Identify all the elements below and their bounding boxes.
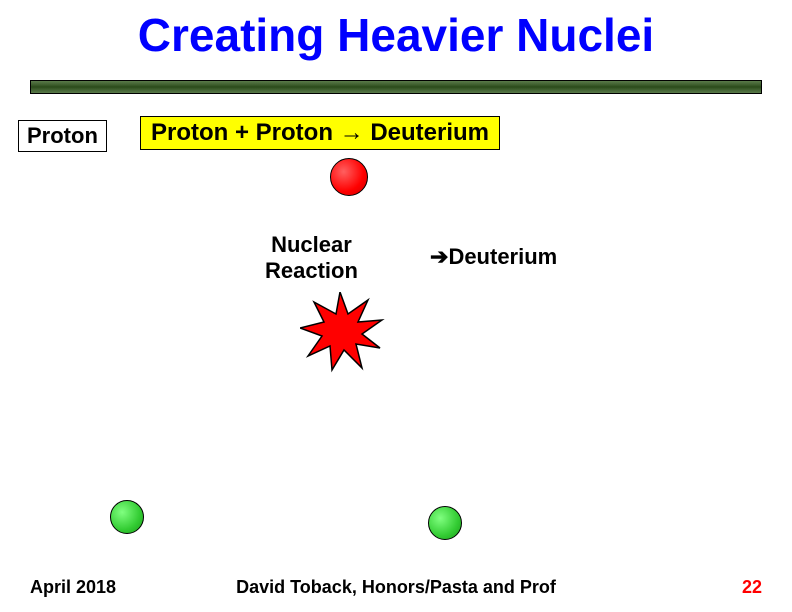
title-text: Creating Heavier Nuclei <box>138 9 654 61</box>
slide-title: Creating Heavier Nuclei <box>0 8 792 62</box>
footer-author: David Toback, Honors/Pasta and Prof <box>0 577 792 598</box>
proton-particle <box>330 158 368 196</box>
proton-label-text: Proton <box>27 123 98 148</box>
particle-green-left <box>110 500 144 534</box>
deuterium-label: ➔Deuterium <box>430 244 557 270</box>
reaction-burst-icon <box>300 292 390 382</box>
particle-green-right <box>428 506 462 540</box>
arrow-icon: ➔ <box>430 244 448 269</box>
nuclear-reaction-label: Nuclear Reaction <box>265 232 358 284</box>
equation-text: Proton + Proton → Deuterium <box>151 119 489 146</box>
title-divider <box>30 80 762 94</box>
deuterium-text: Deuterium <box>448 244 557 269</box>
equation-box: Proton + Proton → Deuterium <box>140 116 500 150</box>
footer-center-text: David Toback, Honors/Pasta and Prof <box>236 577 556 597</box>
footer-page-text: 22 <box>742 577 762 597</box>
proton-label-box: Proton <box>18 120 107 152</box>
footer-page-number: 22 <box>742 577 762 598</box>
